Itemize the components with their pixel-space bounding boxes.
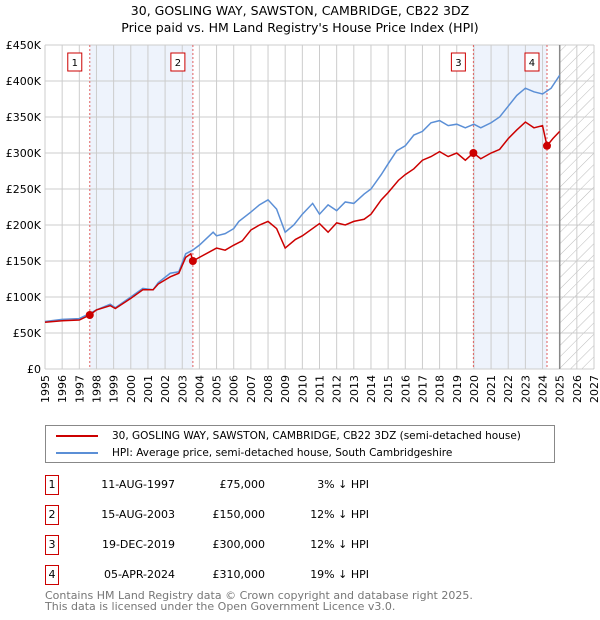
sale-number: 3	[45, 535, 59, 555]
sale-hpi-diff: 19% ↓ HPI	[310, 568, 369, 581]
sale-point	[188, 257, 197, 265]
sale-number: 4	[45, 565, 59, 585]
legend-item-property: 30, GOSLING WAY, SAWSTON, CAMBRIDGE, CB2…	[56, 428, 521, 444]
x-tick-label: 1995	[39, 375, 52, 403]
y-tick-label: £350K	[6, 111, 42, 124]
x-tick-label: 2007	[245, 375, 258, 403]
sale-row: 2 15-AUG-2003 £150,000 12% ↓ HPI	[45, 505, 445, 525]
sale-row: 4 05-APR-2024 £310,000 19% ↓ HPI	[45, 565, 445, 585]
sale-point	[469, 149, 478, 157]
x-tick-label: 2021	[485, 375, 498, 403]
sale-label: 2	[175, 58, 181, 69]
x-tick-label: 2006	[228, 375, 241, 403]
x-tick-label: 2026	[571, 375, 584, 403]
sale-date: 05-APR-2024	[103, 568, 175, 581]
sale-label-box	[67, 52, 83, 72]
chart-title: 30, GOSLING WAY, SAWSTON, CAMBRIDGE, CB2…	[130, 3, 470, 18]
x-tick-label: 2014	[365, 375, 378, 403]
x-tick-label: 1997	[73, 375, 86, 403]
x-tick-label: 2004	[193, 375, 206, 403]
sale-hpi-diff: 12% ↓ HPI	[310, 508, 369, 521]
y-tick-label: £0	[27, 363, 41, 376]
sale-date: 19-DEC-2019	[101, 538, 175, 551]
x-tick-label: 2016	[399, 375, 412, 403]
y-tick-label: £300K	[6, 147, 42, 160]
x-tick-label: 2018	[434, 375, 447, 403]
x-tick-label: 2000	[125, 375, 138, 403]
y-tick-label: £450K	[6, 39, 42, 52]
sale-label-box	[450, 52, 466, 72]
x-tick-label: 2003	[176, 375, 189, 403]
sale-label-box	[170, 52, 186, 72]
sale-label: 1	[72, 58, 78, 69]
sale-price: £150,000	[212, 508, 266, 521]
x-tick-label: 1999	[108, 375, 121, 403]
x-tick-label: 2002	[159, 375, 172, 403]
x-tick-label: 2012	[331, 375, 344, 403]
x-tick-label: 2010	[296, 375, 309, 403]
legend-item-hpi: HPI: Average price, semi-detached house,…	[56, 445, 452, 461]
x-tick-label: 2001	[142, 375, 155, 403]
x-tick-label: 2005	[211, 375, 224, 403]
footer-copyright: Contains HM Land Registry data © Crown c…	[45, 589, 473, 602]
legend-label: HPI: Average price, semi-detached house,…	[112, 447, 453, 459]
footer: Contains HM Land Registry data © Crown c…	[45, 590, 473, 612]
sale-label: 4	[529, 58, 535, 69]
x-tick-label: 2020	[468, 375, 481, 403]
sale-label-box	[524, 52, 540, 72]
sale-hpi-diff: 3% ↓ HPI	[317, 478, 369, 491]
x-tick-label: 2009	[279, 375, 292, 403]
sale-date: 11-AUG-1997	[101, 478, 175, 491]
x-tick-label: 2013	[348, 375, 361, 403]
x-tick-label: 1996	[56, 375, 69, 403]
sale-row: 1 11-AUG-1997 £75,000 3% ↓ HPI	[45, 475, 445, 495]
sale-date: 15-AUG-2003	[101, 508, 175, 521]
x-tick-label: 2022	[502, 375, 515, 403]
sale-hpi-diff: 12% ↓ HPI	[310, 538, 369, 551]
legend-label: 30, GOSLING WAY, SAWSTON, CAMBRIDGE, CB2…	[112, 430, 521, 442]
price-line	[44, 121, 561, 323]
sale-label: 3	[455, 58, 461, 69]
footer-licence: This data is licensed under the Open Gov…	[45, 600, 396, 613]
sale-price: £75,000	[219, 478, 266, 491]
red-line-swatch	[56, 435, 98, 437]
y-tick-label: £50K	[13, 327, 42, 340]
sale-number: 1	[45, 475, 59, 495]
ownership-band	[89, 45, 193, 369]
x-tick-label: 1998	[90, 375, 103, 403]
y-tick-label: £200K	[6, 219, 42, 232]
x-tick-label: 2015	[382, 375, 395, 403]
sale-point	[85, 311, 94, 319]
sale-row: 3 19-DEC-2019 £300,000 12% ↓ HPI	[45, 535, 445, 555]
y-tick-label: £150K	[6, 255, 42, 268]
sale-price: £310,000	[212, 568, 266, 581]
x-tick-label: 2023	[519, 375, 532, 403]
x-tick-label: 2027	[588, 375, 600, 403]
x-tick-label: 2019	[451, 375, 464, 403]
sale-number: 2	[45, 505, 59, 525]
x-tick-label: 2025	[554, 375, 567, 403]
y-tick-label: £400K	[6, 75, 42, 88]
x-tick-label: 2017	[416, 375, 429, 403]
chart-subtitle: Price paid vs. HM Land Registry's House …	[121, 20, 479, 35]
sale-point	[542, 141, 551, 150]
y-tick-label: £250K	[6, 183, 42, 196]
y-tick-label: £100K	[6, 291, 42, 304]
x-tick-label: 2011	[314, 375, 327, 403]
sale-price: £300,000	[212, 538, 266, 551]
ownership-band	[473, 45, 547, 369]
x-tick-label: 2024	[537, 375, 550, 403]
x-tick-label: 2008	[262, 375, 275, 403]
legend: 30, GOSLING WAY, SAWSTON, CAMBRIDGE, CB2…	[45, 425, 555, 463]
blue-line-swatch	[56, 452, 98, 454]
price-chart: 1995 1996 1997 1998 1999 2000 2001 2002 2003 2004…	[6, 39, 600, 403]
